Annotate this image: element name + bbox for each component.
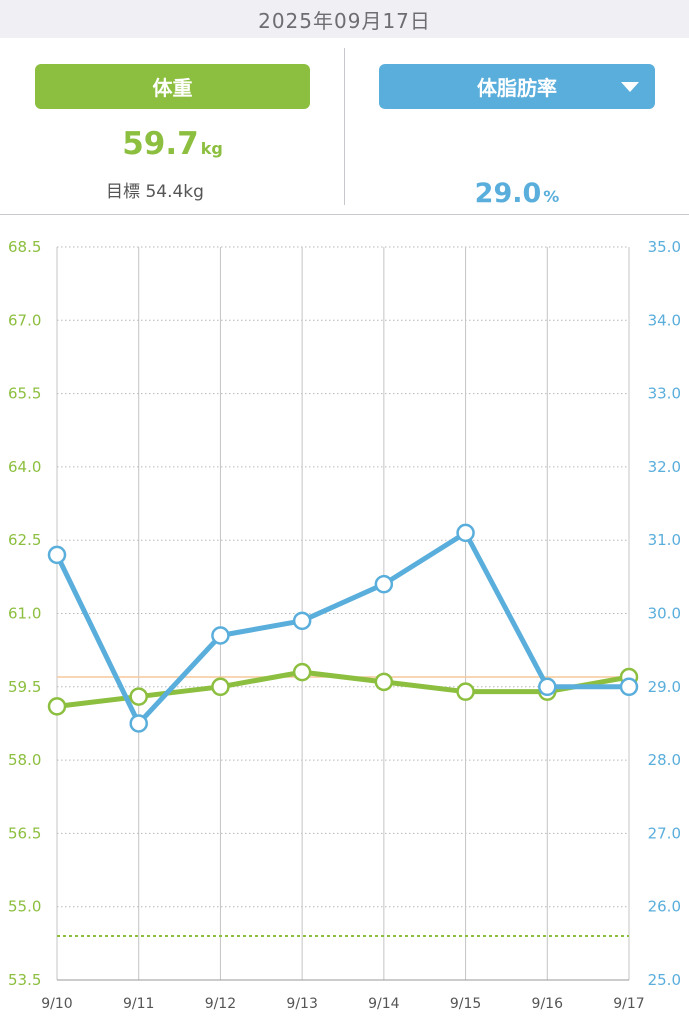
x-axis-tick-label: 9/17 [613,996,644,1012]
weight-data-point [47,697,67,716]
left-axis-tick-label: 55.0 [8,898,41,916]
weight-data-point [374,672,394,692]
weight-data-point [129,687,148,706]
weight-data-point [456,682,475,701]
x-axis-tick-label: 9/15 [450,996,481,1012]
summary-panel: 体重 59.7 kg 目標 54.4kg 体脂肪率 29.0% [0,38,689,215]
right-axis-tick-label: 31.0 [648,531,681,549]
x-axis-tick-label: 9/10 [41,996,72,1012]
body-fat-data-point [129,714,148,733]
right-axis-tick-label: 27.0 [648,824,681,842]
body-fat-unit: % [543,187,560,206]
body-fat-value: 29.0 [474,178,542,209]
triangle-down-icon [621,82,639,92]
left-axis-tick-label: 59.5 [8,678,41,696]
x-axis-tick-label: 9/11 [123,996,154,1012]
weight-data-point [211,677,230,697]
body-fat-data-point [538,677,557,697]
left-axis-tick-label: 53.5 [8,971,41,989]
x-axis-tick-label: 9/16 [532,996,564,1012]
body-fat-data-point [374,574,394,594]
body-fat-data-point [211,626,230,645]
body-fat-dropdown-button[interactable]: 体脂肪率 [379,64,655,109]
weight-value-display: 59.7 kg [35,126,310,162]
right-axis-tick-label: 30.0 [648,605,681,623]
x-axis-tick-label: 9/13 [286,996,317,1012]
right-axis-tick-label: 32.0 [648,458,681,476]
date-header: 2025年09月17日 [0,0,689,38]
summary-divider [344,48,345,205]
date-label: 2025年09月17日 [258,8,431,33]
body-fat-tab-label: 体脂肪率 [477,76,557,100]
goal-weight-label: 目標 54.4kg [106,182,204,202]
body-fat-series-line [54,530,632,726]
left-axis-tick-label: 58.0 [8,751,41,769]
right-axis-tick-label: 25.0 [648,971,681,989]
weight-series-line [54,669,632,709]
left-axis-tick-label: 61.0 [8,605,41,623]
body-fat-data-point [47,545,67,565]
left-axis-tick-label: 56.5 [8,824,41,842]
weight-value: 59.7 [122,126,199,162]
weight-data-point [292,662,312,682]
left-axis-tick-label: 68.5 [8,238,41,256]
x-axis-tick-label: 9/12 [205,996,236,1012]
weight-fat-chart: 68.5 67.0 65.5 64.0 62.5 61.0 59.5 58.0 56.5 55.0… [8,238,681,1012]
weight-tab-label: 体重 [152,76,193,100]
body-fat-value-display: 29.0% [379,178,655,209]
left-axis-tick-label: 62.5 [8,531,41,549]
right-axis-tick-label: 35.0 [648,238,681,256]
weight-unit: kg [200,139,223,158]
x-axis-tick-label: 9/14 [368,996,400,1012]
weight-tab-button[interactable]: 体重 [35,64,310,109]
body-fat-data-point [292,611,312,631]
right-axis-tick-label: 33.0 [648,385,681,403]
left-axis-tick-label: 65.5 [8,385,41,403]
right-axis-tick-label: 26.0 [648,898,681,916]
right-axis-tick-label: 34.0 [648,311,681,329]
right-axis-tick-label: 28.0 [648,751,681,769]
left-axis-tick-label: 67.0 [8,311,41,329]
left-axis-tick-label: 64.0 [8,458,41,476]
body-fat-data-point [619,677,639,697]
body-fat-data-point [456,523,475,543]
right-axis-tick-label: 29.0 [648,678,681,696]
